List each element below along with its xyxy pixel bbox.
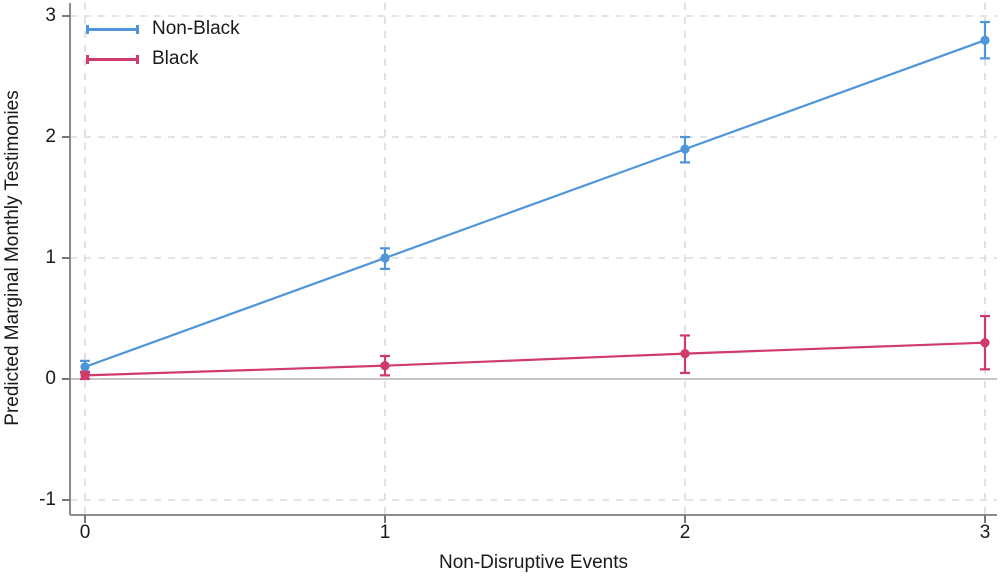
black-line-sample xyxy=(86,54,139,64)
series-line xyxy=(84,341,986,377)
legend-cap xyxy=(136,24,139,34)
non-black-line-sample xyxy=(86,24,139,34)
data-point xyxy=(680,144,690,154)
series-black xyxy=(80,314,990,381)
series-non-black xyxy=(80,20,990,375)
data-point xyxy=(380,253,390,263)
gridlines xyxy=(70,3,997,515)
legend-item-non-black: Non-Black xyxy=(86,14,240,44)
data-point xyxy=(680,348,690,359)
legend-label-non-black: Non-Black xyxy=(152,18,240,39)
data-point xyxy=(380,361,390,371)
legend-cap xyxy=(136,54,139,64)
legend-cap xyxy=(86,54,89,64)
x-axis-title: Non-Disruptive Events xyxy=(438,552,629,573)
axes xyxy=(62,3,997,523)
legend-line xyxy=(89,57,136,61)
data-point xyxy=(80,370,90,380)
legend-cap xyxy=(86,24,89,34)
series-line xyxy=(84,39,986,368)
legend-item-black: Black xyxy=(86,44,240,74)
data-point xyxy=(980,338,990,348)
legend: Non-Black Black xyxy=(86,14,240,74)
data-point xyxy=(80,362,90,372)
y-axis-title: Predicted Marginal Monthly Testimonies xyxy=(2,90,23,426)
legend-line xyxy=(89,27,136,31)
data-point xyxy=(980,35,990,45)
legend-label-black: Black xyxy=(152,48,199,69)
